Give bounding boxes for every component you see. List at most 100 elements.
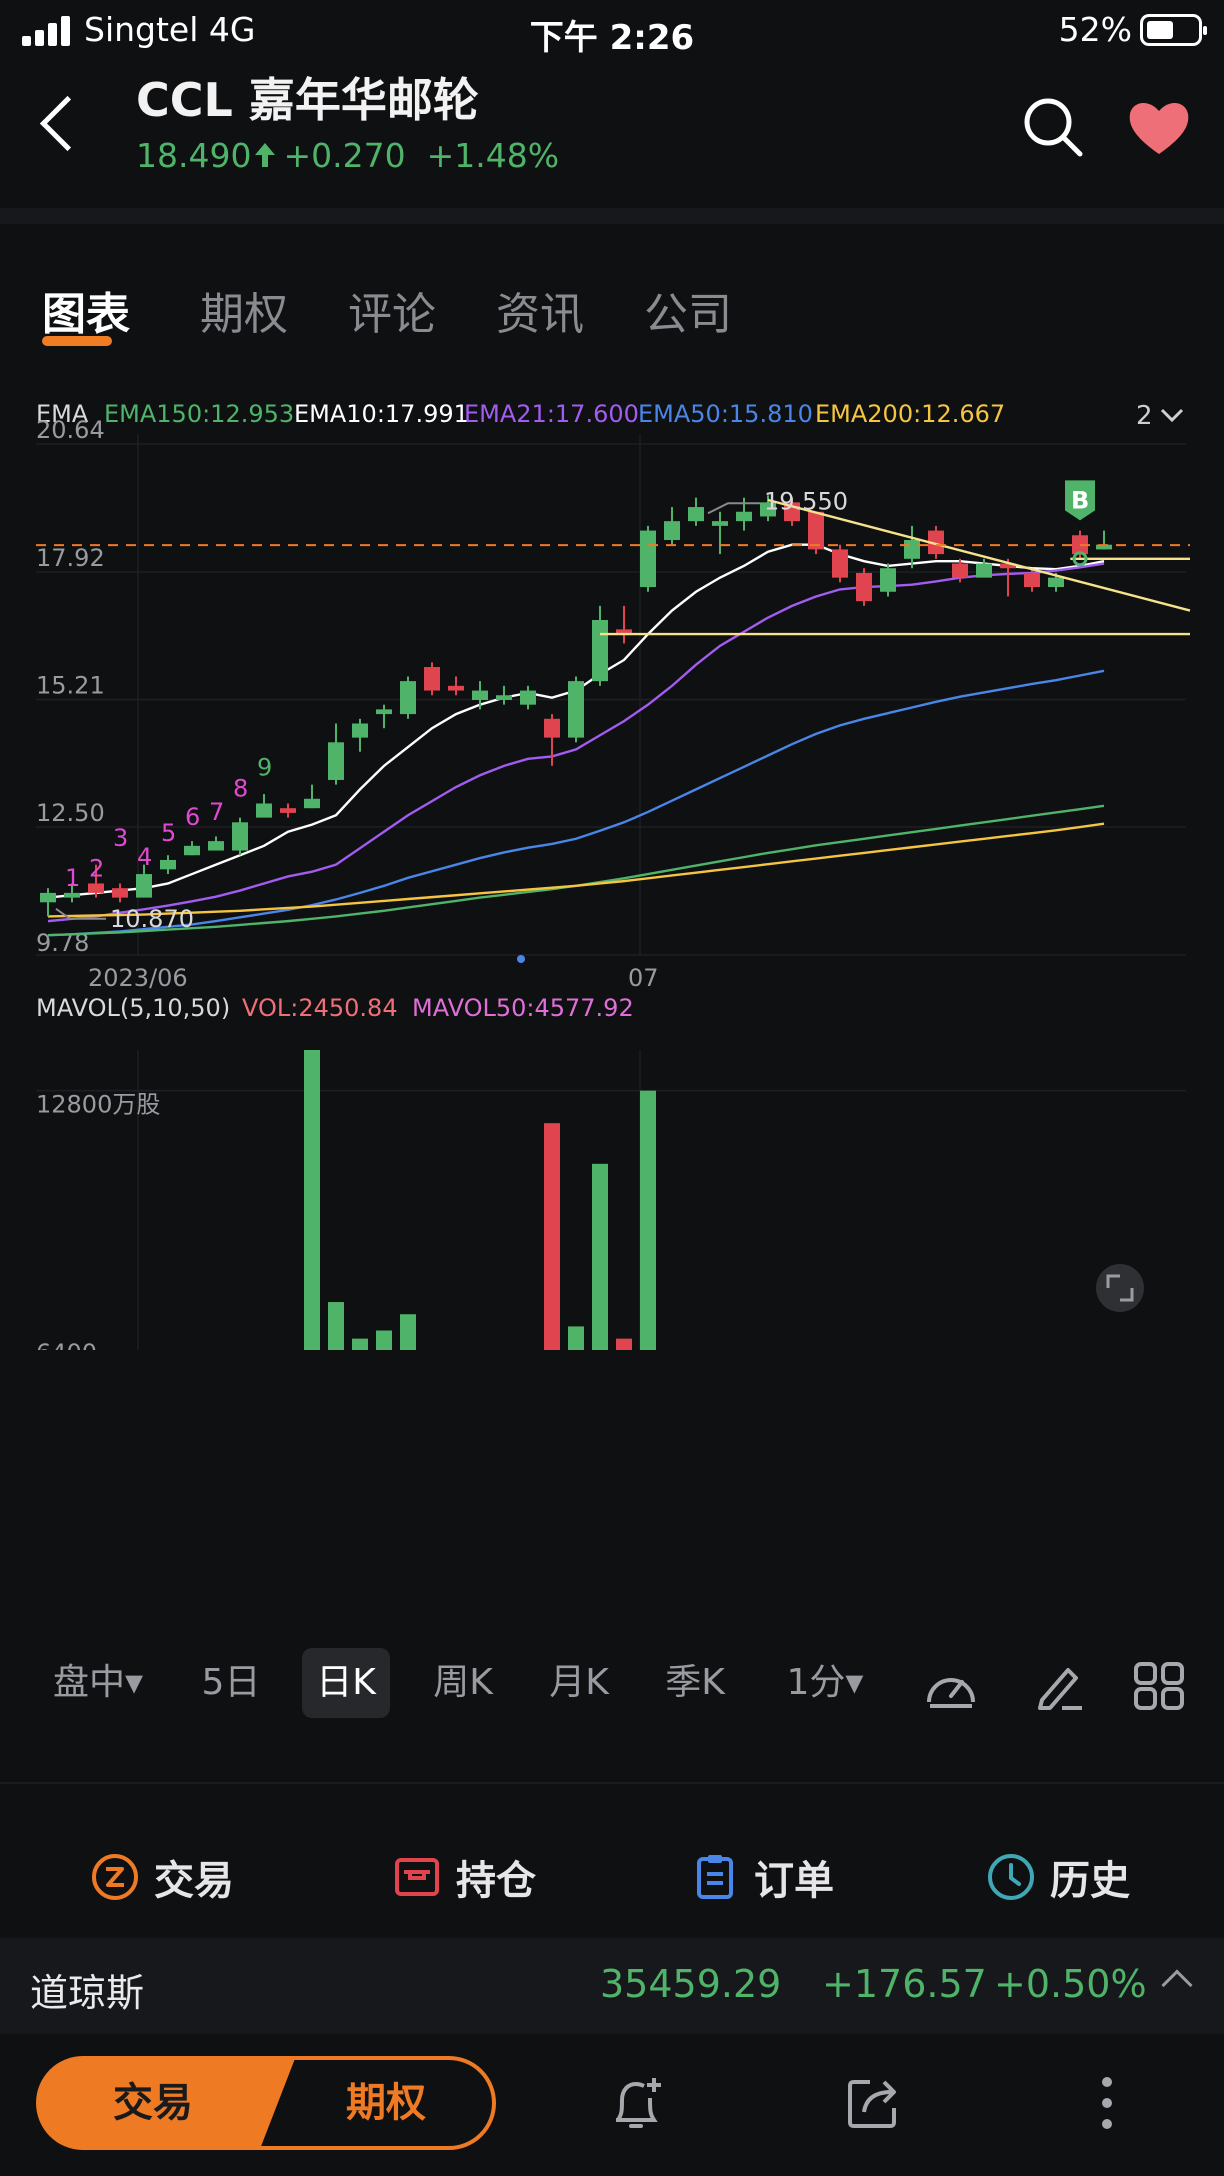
candle-body xyxy=(64,892,80,898)
period-intraday[interactable]: 盘中▾ xyxy=(52,1662,144,1703)
period-weekly[interactable]: 周K xyxy=(433,1662,493,1703)
index-ticker[interactable]: 道琼斯 35459.29 +176.57 +0.50% xyxy=(0,1938,1224,2034)
candle-body xyxy=(208,841,224,851)
battery-percent: 52% xyxy=(1058,10,1132,49)
ema-line-ema21 xyxy=(47,562,1105,923)
signal-dot xyxy=(1072,551,1088,567)
index-name: 道琼斯 xyxy=(30,1971,145,2015)
action-history[interactable]: 历史 xyxy=(986,1842,1130,1912)
candle-body xyxy=(736,511,752,522)
tab-chart[interactable]: 图表 xyxy=(42,289,130,340)
ema21-value: EMA21:17.600 xyxy=(464,400,639,428)
bottom-bar: 交易 期权 xyxy=(0,2050,1224,2176)
briefcase-icon xyxy=(395,1858,439,1896)
td-count-label: 7 xyxy=(209,798,224,826)
candle-body xyxy=(856,572,872,602)
clock-icon xyxy=(988,1854,1034,1900)
action-trade[interactable]: 交易 xyxy=(90,1842,234,1912)
trendline xyxy=(767,498,1191,612)
ema-line-ema150 xyxy=(47,804,1105,937)
candle-body xyxy=(88,883,104,893)
mavol50-value: MAVOL50:4577.92 xyxy=(412,994,634,1022)
gauge-icon[interactable] xyxy=(924,1662,978,1710)
index-value: 35459.29 xyxy=(600,1962,782,2006)
period-5d[interactable]: 5日 xyxy=(201,1662,261,1703)
chevron-up-icon[interactable] xyxy=(1161,1969,1193,2001)
period-daily[interactable]: 日K xyxy=(302,1648,390,1718)
candle-body xyxy=(664,521,680,540)
chart-canvas[interactable]: EMA EMA150:12.953 EMA10:17.991 EMA21:17.… xyxy=(0,390,1224,1350)
td-count-label: 9 xyxy=(257,753,272,781)
y-tick-label: 17.92 xyxy=(36,544,105,572)
volume-bar xyxy=(352,1338,368,1350)
buy-signal-badge xyxy=(1065,480,1095,521)
chart-annotations: 19.550 10.870 B xyxy=(55,480,1095,933)
indicator-page[interactable]: 2 xyxy=(1136,401,1153,431)
low-leader-line xyxy=(55,907,106,920)
options-button[interactable]: 期权 xyxy=(250,2056,496,2150)
price-alert-bell-icon[interactable] xyxy=(604,2070,670,2136)
tab-news[interactable]: 资讯 xyxy=(496,289,584,340)
grid-layout-icon[interactable] xyxy=(1132,1662,1186,1710)
tab-active-indicator xyxy=(42,336,112,346)
stock-header: CCL 嘉年华邮轮 18.490 +0.270 +1.48% xyxy=(0,60,1224,210)
td-count-label: 3 xyxy=(113,824,128,852)
candle-body xyxy=(424,667,440,691)
event-marker-dot xyxy=(517,955,525,963)
candle-body xyxy=(1096,544,1112,550)
trade-button[interactable]: 交易 xyxy=(36,2056,296,2150)
candle-body xyxy=(832,549,848,578)
more-menu-icon[interactable] xyxy=(1074,2070,1140,2136)
share-icon[interactable] xyxy=(840,2070,906,2136)
back-button[interactable] xyxy=(30,90,90,160)
header-divider xyxy=(0,208,1224,224)
price-chart[interactable]: EMA EMA150:12.953 EMA10:17.991 EMA21:17.… xyxy=(0,390,1224,1350)
candle-body xyxy=(976,563,992,578)
period-quarterly[interactable]: 季K xyxy=(665,1662,725,1703)
favorite-heart-icon[interactable] xyxy=(1126,94,1192,160)
search-icon[interactable] xyxy=(1020,94,1086,160)
chevron-down-icon[interactable] xyxy=(1160,408,1184,423)
draw-pen-icon[interactable] xyxy=(1032,1662,1086,1710)
candle-body xyxy=(160,859,176,870)
candle-body xyxy=(808,511,824,550)
candle-body xyxy=(328,742,344,780)
tab-comments[interactable]: 评论 xyxy=(348,289,436,340)
period-selector: 盘中▾ 5日 日K 周K 月K 季K 1分▾ xyxy=(0,1648,1224,1728)
volume-value: VOL:2450.84 xyxy=(242,994,398,1022)
candle-body xyxy=(520,690,536,705)
candle-body xyxy=(544,718,560,738)
candle-body xyxy=(712,521,728,526)
candle-body xyxy=(376,709,392,715)
expand-chart-icon[interactable] xyxy=(1096,1264,1144,1312)
candle-body xyxy=(952,563,968,578)
volume-tick-label: 6400 xyxy=(36,1339,97,1350)
tab-options[interactable]: 期权 xyxy=(200,289,288,340)
price-change: +0.270 xyxy=(283,136,406,175)
carrier-label: Singtel 4G xyxy=(84,10,256,49)
volume-axis-labels: 12800万股 6400 xyxy=(36,1091,160,1350)
trade-circle-icon xyxy=(92,1854,138,1900)
action-positions[interactable]: 持仓 xyxy=(392,1842,536,1912)
volume-bar xyxy=(616,1338,632,1350)
period-minute[interactable]: 1分▾ xyxy=(786,1662,864,1703)
volume-bar xyxy=(592,1163,608,1350)
volume-bar xyxy=(328,1302,344,1350)
td-count-label: 2 xyxy=(89,855,104,883)
td-count-label: 1 xyxy=(65,864,80,892)
ema150-value: EMA150:12.953 xyxy=(104,400,294,428)
candle-body xyxy=(760,502,776,517)
action-orders[interactable]: 订单 xyxy=(690,1842,834,1912)
volume-bars xyxy=(304,1050,656,1350)
tab-company[interactable]: 公司 xyxy=(644,289,732,340)
trendlines[interactable] xyxy=(600,498,1191,636)
candle-body xyxy=(304,798,320,809)
candle-body xyxy=(592,619,608,682)
td-count-label: 6 xyxy=(185,803,200,831)
volume-bar xyxy=(544,1123,560,1350)
candle-body xyxy=(232,822,248,851)
action-bar: 交易 持仓 订单 历史 xyxy=(0,1842,1224,1922)
clock: 下午 2:26 xyxy=(529,18,695,58)
arrow-up-icon xyxy=(255,143,276,167)
period-monthly[interactable]: 月K xyxy=(549,1662,609,1703)
